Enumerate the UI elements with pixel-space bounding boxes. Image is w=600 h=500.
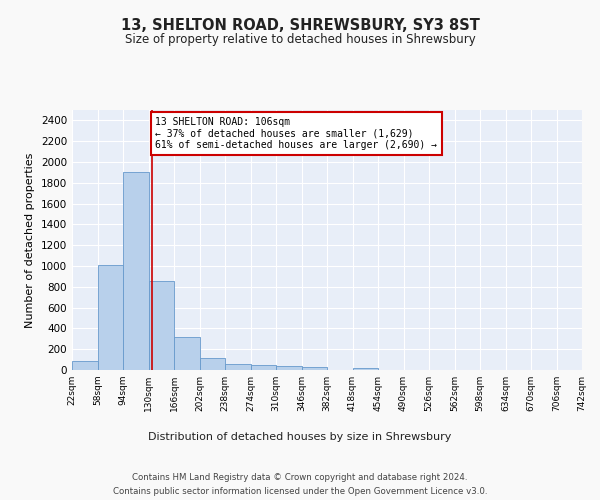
Y-axis label: Number of detached properties: Number of detached properties bbox=[25, 152, 35, 328]
Bar bbox=[97, 265, 123, 370]
Bar bbox=[199, 358, 225, 370]
Bar bbox=[149, 280, 174, 370]
Text: Contains public sector information licensed under the Open Government Licence v3: Contains public sector information licen… bbox=[113, 488, 487, 496]
Bar bbox=[174, 336, 199, 370]
Bar bbox=[276, 366, 302, 370]
Text: Distribution of detached houses by size in Shrewsbury: Distribution of detached houses by size … bbox=[148, 432, 452, 442]
Bar bbox=[302, 368, 327, 370]
Bar bbox=[123, 172, 149, 370]
Text: Contains HM Land Registry data © Crown copyright and database right 2024.: Contains HM Land Registry data © Crown c… bbox=[132, 472, 468, 482]
Text: 13 SHELTON ROAD: 106sqm
← 37% of detached houses are smaller (1,629)
61% of semi: 13 SHELTON ROAD: 106sqm ← 37% of detache… bbox=[155, 118, 437, 150]
Text: 13, SHELTON ROAD, SHREWSBURY, SY3 8ST: 13, SHELTON ROAD, SHREWSBURY, SY3 8ST bbox=[121, 18, 479, 32]
Bar bbox=[251, 365, 276, 370]
Bar bbox=[225, 364, 251, 370]
Bar bbox=[72, 360, 97, 370]
Bar bbox=[353, 368, 378, 370]
Text: Size of property relative to detached houses in Shrewsbury: Size of property relative to detached ho… bbox=[125, 32, 475, 46]
